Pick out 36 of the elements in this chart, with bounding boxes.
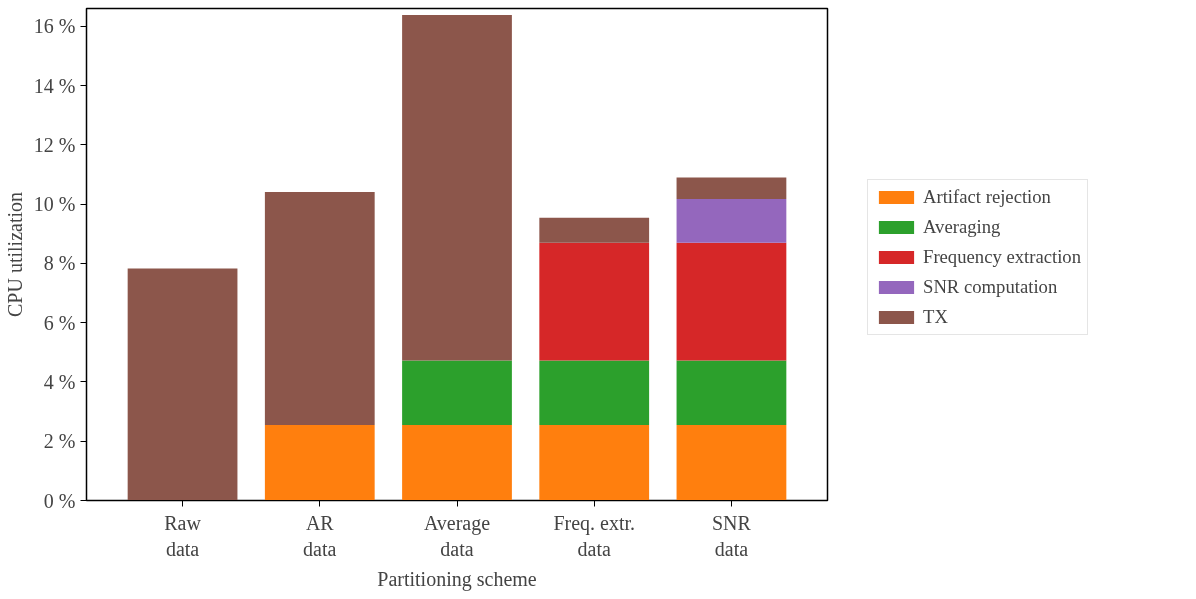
legend-label: TX xyxy=(923,306,948,328)
bar xyxy=(539,242,650,361)
x-tick-label: SNR data xyxy=(711,511,752,560)
y-tick-label: 12 % xyxy=(33,133,76,156)
x-axis-title: Partitioning scheme xyxy=(377,567,537,591)
bar xyxy=(127,268,238,501)
bar xyxy=(402,424,512,501)
bar xyxy=(676,199,787,243)
legend-label: Artifact rejection xyxy=(923,186,1051,208)
bar xyxy=(402,360,512,425)
bar xyxy=(676,242,787,361)
bar xyxy=(264,424,375,501)
bar xyxy=(676,177,787,200)
bar xyxy=(539,360,650,425)
bar xyxy=(402,15,512,361)
y-tick-label: 14 % xyxy=(33,74,76,97)
y-tick-label: 0 % xyxy=(43,489,76,512)
y-tick-label: 8 % xyxy=(43,252,76,275)
legend-label: SNR computation xyxy=(923,276,1058,298)
bar xyxy=(539,424,650,501)
legend-label: Averaging xyxy=(923,216,1001,238)
x-tick-label: Raw data xyxy=(164,511,202,560)
y-tick-label: 4 % xyxy=(43,370,76,393)
y-tick-label: 10 % xyxy=(33,193,76,216)
x-tick-label: Average data xyxy=(423,511,491,560)
y-axis-title: CPU utilization xyxy=(3,192,26,317)
x-tick-label: Freq. extr. data xyxy=(553,511,636,560)
bar xyxy=(539,217,650,243)
x-tick-label: AR data xyxy=(303,511,337,560)
bar xyxy=(676,424,787,501)
bar xyxy=(264,191,375,425)
legend-label: Frequency extraction xyxy=(923,246,1081,268)
y-tick-label: 16 % xyxy=(33,15,76,38)
y-tick-label: 6 % xyxy=(43,311,76,334)
y-tick-label: 2 % xyxy=(43,430,76,453)
bar xyxy=(676,360,787,425)
